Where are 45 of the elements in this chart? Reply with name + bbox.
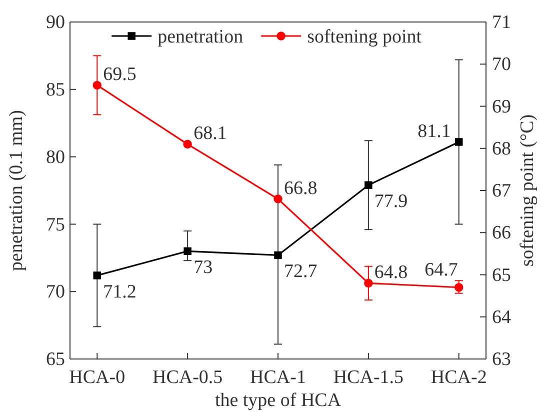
y2-tick-label: 66 bbox=[492, 222, 511, 244]
y2-tick-label: 68 bbox=[492, 138, 511, 160]
point bbox=[454, 138, 463, 146]
y2-tick-label: 67 bbox=[492, 180, 511, 202]
point bbox=[92, 80, 102, 90]
y2-tick-label: 63 bbox=[492, 349, 511, 370]
point bbox=[184, 247, 192, 256]
y-tick-label: 70 bbox=[46, 282, 65, 303]
point bbox=[183, 140, 192, 149]
x-tick-label: HCA-0 bbox=[69, 366, 126, 388]
y-axis-title: penetration (0.1 mm) bbox=[6, 110, 27, 271]
point bbox=[454, 283, 464, 292]
legend-label: softening point bbox=[307, 26, 422, 48]
data-label: 81.1 bbox=[418, 120, 451, 142]
x-tick-label: HCA-1.5 bbox=[333, 366, 404, 388]
x-axis-title: the type of HCA bbox=[214, 390, 342, 411]
x-tick-label: HCA-2 bbox=[430, 366, 487, 388]
data-label: 64.8 bbox=[374, 262, 408, 284]
data-label: 69.5 bbox=[103, 64, 136, 86]
y2-tick-label: 70 bbox=[492, 54, 511, 76]
y2-axis-title: softening point (°C) bbox=[517, 114, 538, 267]
data-label: 72.7 bbox=[284, 261, 318, 282]
data-label: 66.8 bbox=[284, 178, 318, 199]
y2-tick-label: 71 bbox=[492, 12, 511, 34]
x-tick-label: HCA-0.5 bbox=[152, 366, 223, 388]
point bbox=[93, 272, 102, 280]
point bbox=[364, 278, 373, 288]
y-tick-label: 80 bbox=[46, 146, 65, 168]
y-tick-label: 75 bbox=[46, 214, 65, 236]
point bbox=[274, 251, 282, 260]
data-label: 64.7 bbox=[424, 259, 458, 280]
y-tick-label: 65 bbox=[46, 349, 65, 370]
point bbox=[364, 181, 372, 189]
x-tick-label: HCA-1 bbox=[250, 366, 306, 388]
point bbox=[274, 194, 282, 204]
data-label: 68.1 bbox=[194, 123, 227, 144]
y-tick-label: 90 bbox=[46, 12, 65, 34]
y2-tick-label: 64 bbox=[492, 306, 512, 328]
y2-tick-label: 65 bbox=[492, 264, 511, 286]
data-label: 71.2 bbox=[103, 281, 136, 302]
y2-tick-label: 69 bbox=[492, 96, 511, 118]
legend-label: penetration bbox=[158, 26, 244, 48]
data-label: 77.9 bbox=[374, 191, 408, 212]
data-label: 73 bbox=[194, 257, 213, 278]
y-tick-label: 85 bbox=[46, 79, 65, 100]
